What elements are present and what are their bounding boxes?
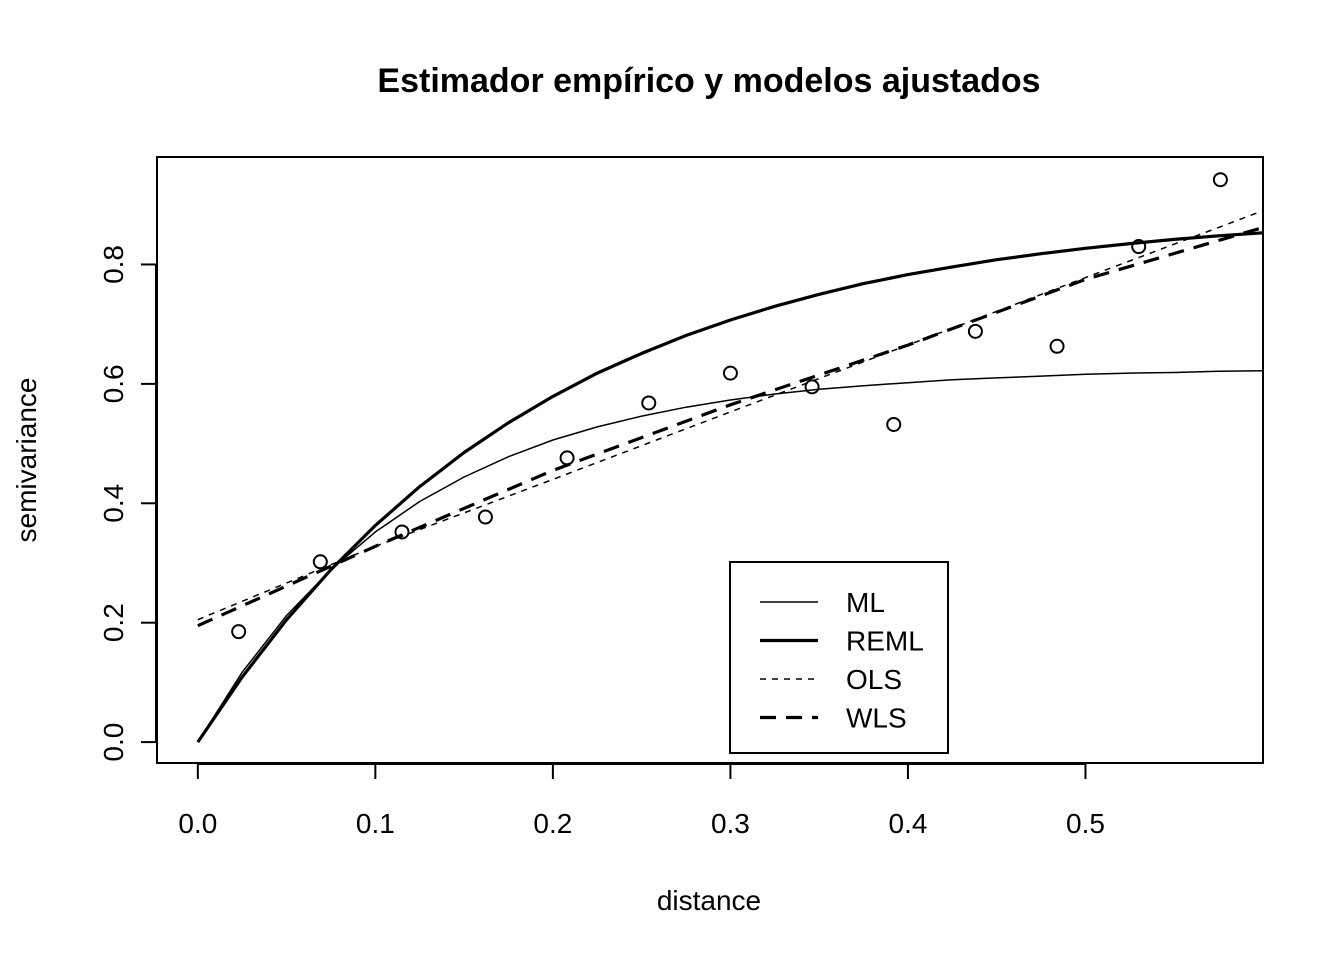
data-point: [804, 379, 820, 395]
legend: ML REML OLS WLS: [729, 561, 949, 754]
legend-label-ols: OLS: [846, 664, 902, 695]
series-line-wls: [197, 225, 1264, 628]
series-line-ols: [197, 209, 1264, 621]
data-point: [641, 395, 657, 411]
y-tick-label: 0.2: [98, 603, 129, 642]
data-point: [1212, 172, 1228, 188]
y-tick-label: 0.8: [98, 245, 129, 284]
x-tick-label: 0.0: [178, 808, 217, 839]
x-axis-label: distance: [657, 885, 761, 916]
data-point: [231, 624, 247, 640]
x-tick-label: 0.4: [888, 808, 927, 839]
legend-box: [729, 561, 949, 754]
x-tick-label: 0.1: [356, 808, 395, 839]
y-tick-label: 0.6: [98, 364, 129, 403]
data-point: [886, 416, 902, 432]
legend-label-ml: ML: [846, 587, 885, 618]
x-tick-label: 0.2: [533, 808, 572, 839]
data-point: [312, 554, 328, 570]
data-point: [722, 365, 738, 381]
x-tick-label: 0.3: [711, 808, 750, 839]
y-axis-label: semivariance: [11, 378, 42, 543]
legend-label-wls: WLS: [846, 703, 907, 734]
series-line-reml: [196, 231, 1264, 744]
data-point: [477, 509, 493, 525]
x-tick-label: 0.5: [1066, 808, 1105, 839]
empirical-points: [231, 172, 1228, 640]
y-axis: 0.0 0.2 0.4 0.6 0.8: [98, 245, 157, 762]
legend-label-reml: REML: [846, 626, 924, 657]
data-point: [559, 450, 575, 466]
data-point: [1049, 338, 1065, 354]
y-tick-label: 0.0: [98, 723, 129, 762]
data-point: [1131, 239, 1147, 255]
data-point: [967, 323, 983, 339]
data-point: [394, 524, 410, 540]
x-axis: 0.0 0.1 0.2 0.3 0.4 0.5: [178, 763, 1105, 839]
series-line-ml: [197, 369, 1264, 743]
chart-title: Estimador empírico y modelos ajustados: [377, 62, 1040, 100]
y-tick-label: 0.4: [98, 484, 129, 523]
fitted-models: [196, 209, 1264, 744]
